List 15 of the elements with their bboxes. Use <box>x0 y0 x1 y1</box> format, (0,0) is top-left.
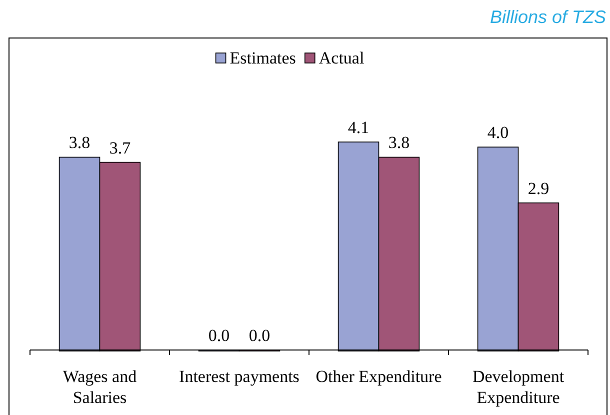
chart-subtitle: Billions of TZS <box>490 7 606 27</box>
data-label: 3.8 <box>388 133 410 152</box>
data-label: 0.0 <box>248 326 270 345</box>
x-tick-label: Interest payments <box>179 367 300 386</box>
x-tick-label: Development Expenditure <box>472 367 564 407</box>
data-label: 3.8 <box>68 133 90 152</box>
data-label: 4.0 <box>487 123 509 142</box>
data-label: 2.9 <box>528 178 550 198</box>
legend-label: Actual <box>318 48 364 68</box>
data-label: 0.0 <box>208 326 230 345</box>
data-label: 4.1 <box>348 118 370 137</box>
x-tick-label: Other Expenditure <box>316 367 442 386</box>
x-tick-label: Wages and Salaries <box>62 367 138 407</box>
data-label: 3.7 <box>109 138 132 158</box>
legend-label: Estimates <box>230 48 296 68</box>
